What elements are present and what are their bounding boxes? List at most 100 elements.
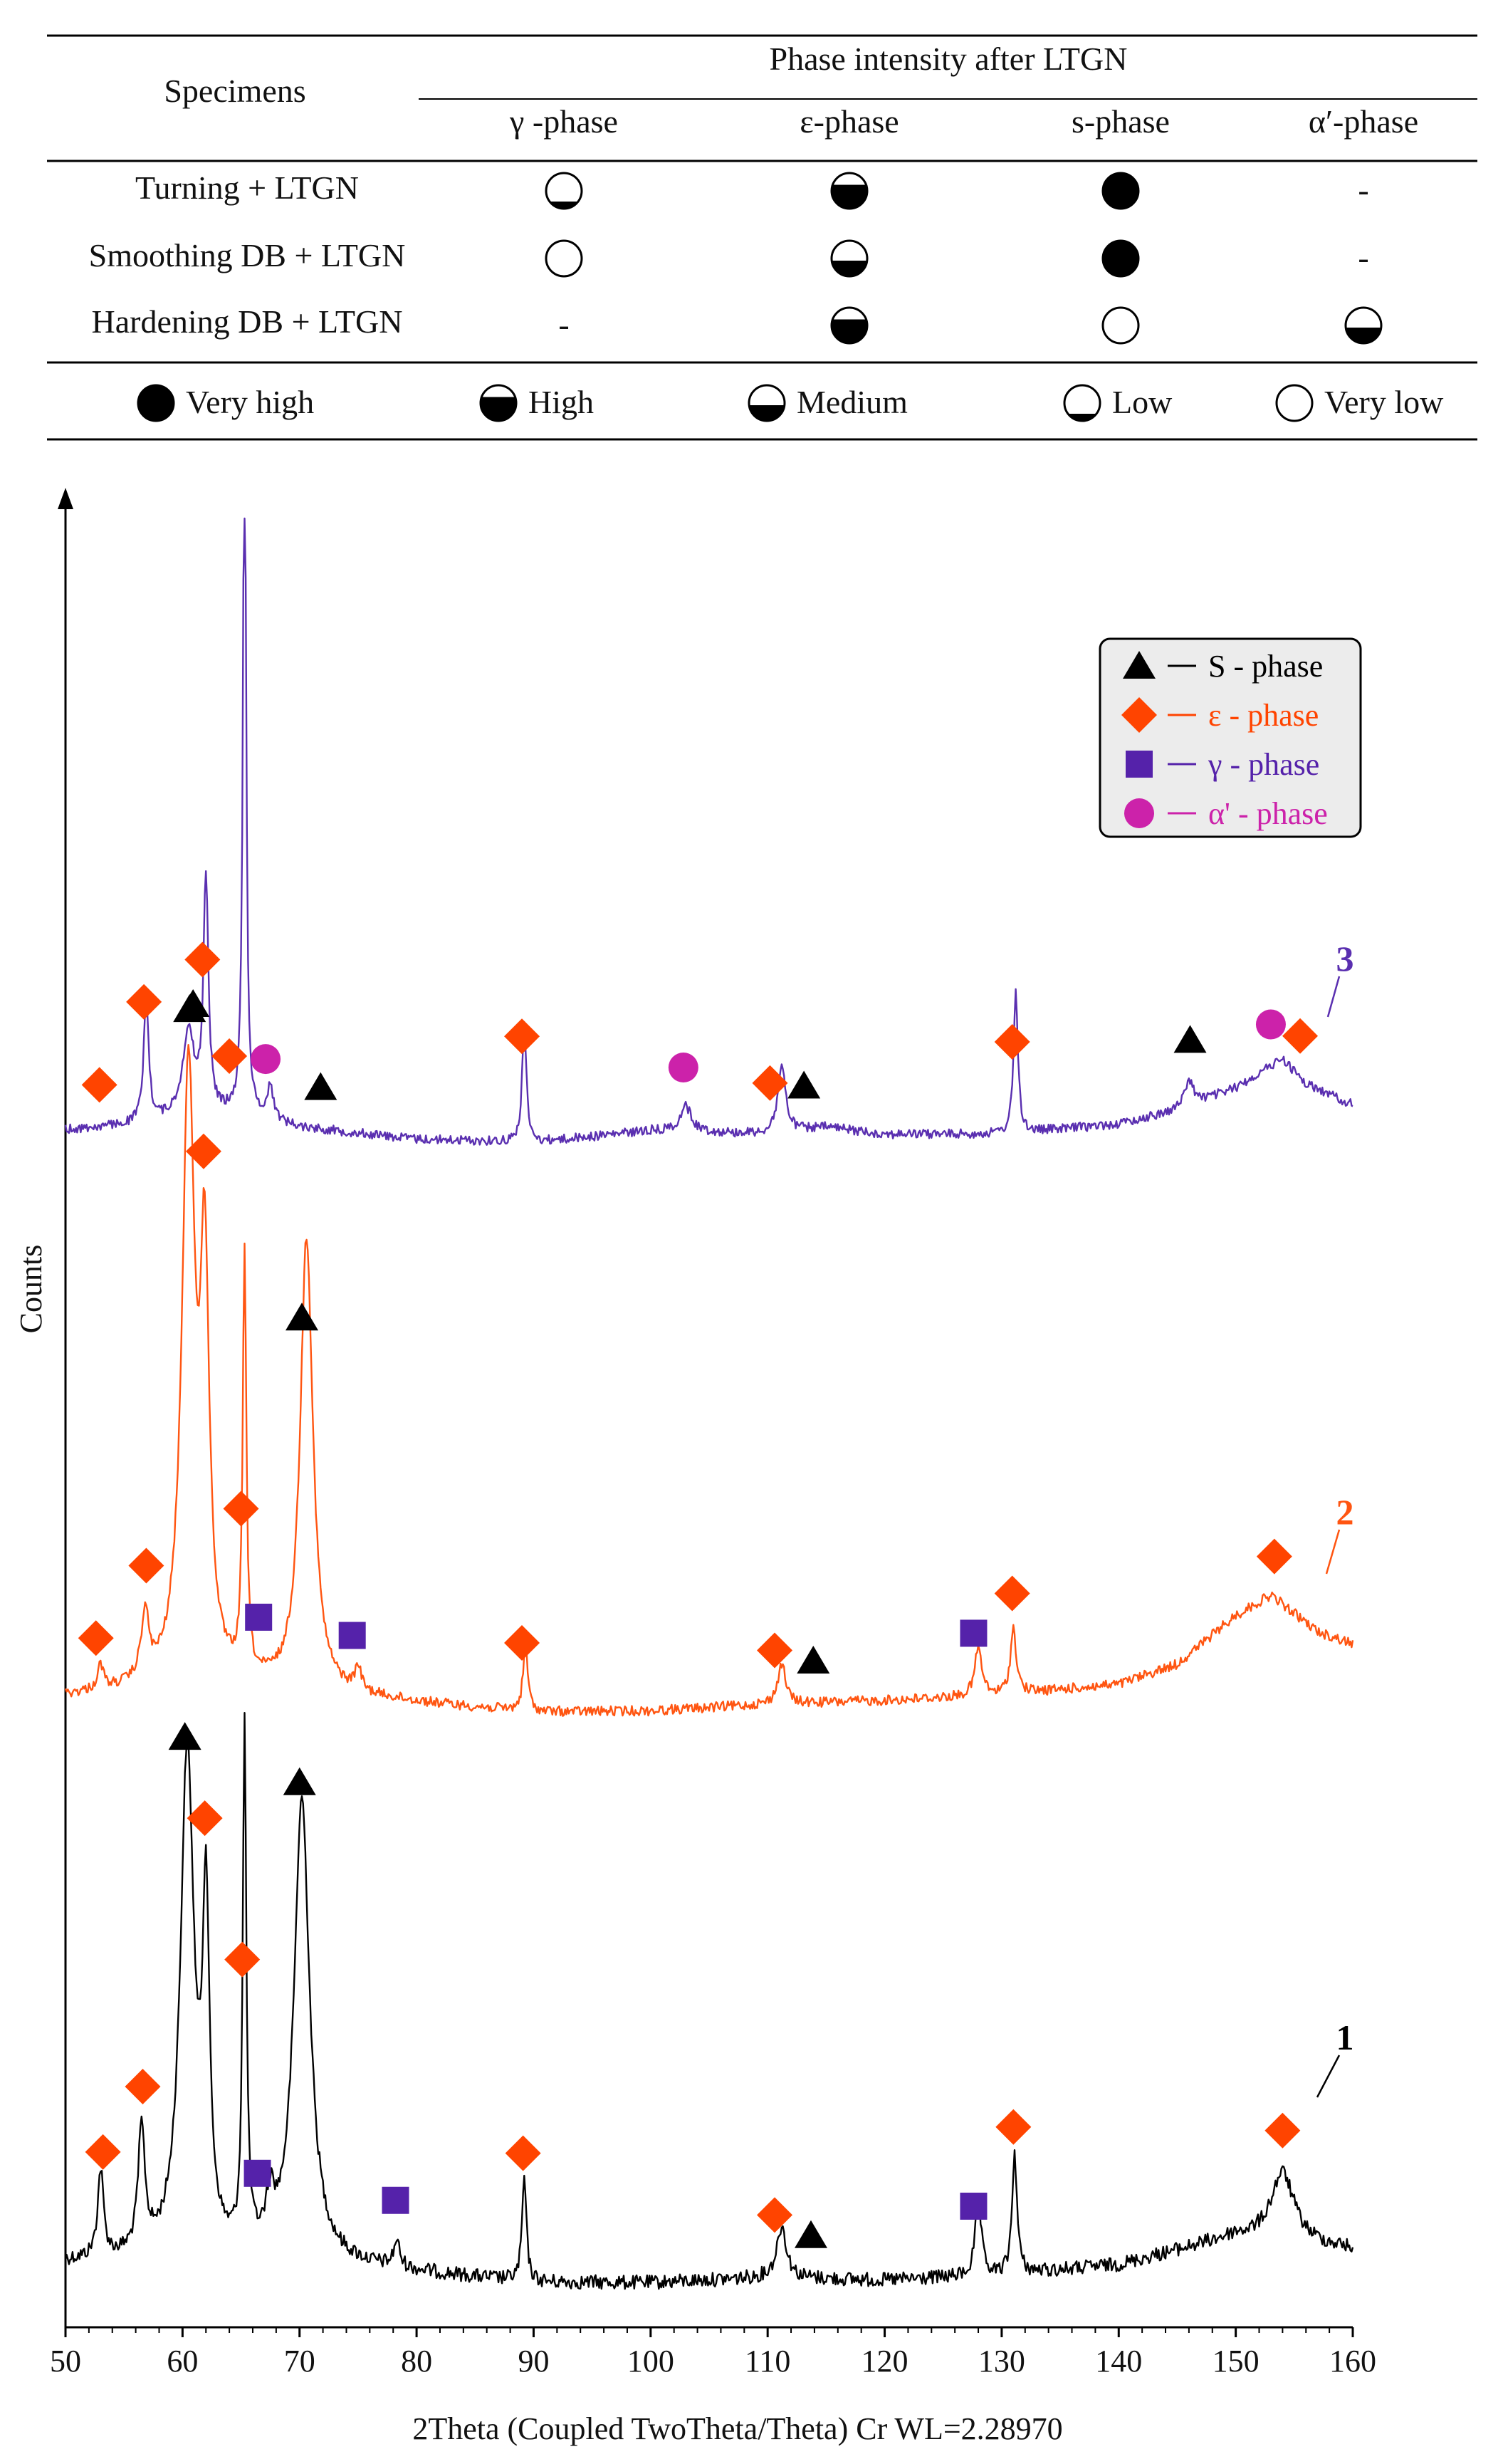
epsilon-phase-marker (752, 1065, 788, 1101)
series-group (64, 517, 1354, 2290)
table-column-alpha-prime: α′-phase (1309, 103, 1418, 140)
xrd-chart: 50 60 70 80 90 100 110 120 130 140 150 160 Counts 2… (14, 488, 1376, 2446)
epsilon-phase-marker (504, 1018, 540, 1055)
series-label-3: 3 (1336, 939, 1354, 978)
intensity-very-high-icon (1101, 239, 1140, 278)
x-tick-label: 60 (167, 2344, 198, 2379)
epsilon-phase-marker (1264, 2112, 1301, 2149)
table-cell-dash: - (1358, 239, 1368, 276)
x-tick-label: 50 (50, 2344, 81, 2379)
x-tick-label: 100 (627, 2344, 674, 2379)
epsilon-phase-marker (504, 1624, 540, 1661)
intensity-very-low-icon (1101, 306, 1140, 345)
gamma-phase-marker (960, 1619, 988, 1647)
legend-entry-label: α' - phase (1208, 796, 1328, 831)
phase-intensity-table: Specimens Phase intensity after LTGN γ -… (47, 34, 1477, 441)
key-very-low-icon (1275, 384, 1314, 422)
intensity-high-icon (830, 172, 869, 210)
x-tick-label: 110 (745, 2344, 790, 2379)
key-label-medium: Medium (797, 384, 908, 420)
epsilon-phase-marker (223, 1491, 259, 1527)
series-labels: 1 2 3 (1316, 939, 1354, 2098)
table-column-s: s-phase (1072, 103, 1170, 140)
epsilon-phase-marker (505, 2135, 541, 2171)
s-phase-marker (283, 1767, 316, 1795)
s-phase-marker (304, 1072, 337, 1100)
epsilon-phase-marker (125, 2069, 161, 2105)
legend: S - phase ε - phase γ - phase α' - phase (1099, 637, 1362, 838)
pattern-line-3 (64, 517, 1353, 1146)
gamma-phase-marker (245, 1603, 273, 1631)
intensity-low-icon (545, 172, 583, 210)
key-label-high: High (528, 384, 594, 420)
table-column-epsilon: ε-phase (800, 103, 899, 140)
intensity-high-icon (830, 306, 869, 345)
key-label-low: Low (1112, 384, 1173, 420)
legend-triangle-icon (1123, 651, 1156, 679)
s-phase-marker (177, 988, 210, 1017)
legend-box (1099, 637, 1362, 838)
epsilon-phase-marker (1282, 1018, 1319, 1054)
legend-entry-label: γ - phase (1208, 747, 1319, 782)
s-phase-marker (794, 2220, 827, 2248)
series-label-leader (1325, 1529, 1341, 1575)
legend-diamond-icon (1121, 697, 1157, 733)
epsilon-phase-marker (1256, 1538, 1292, 1575)
alpha-prime-phase-marker (251, 1044, 281, 1075)
s-phase-marker (168, 1722, 201, 1750)
x-axis-label: 2Theta (Coupled TwoTheta/Theta) Cr WL=2.… (412, 2411, 1062, 2446)
key-label-very-low: Very low (1324, 384, 1444, 420)
y-axis-arrowhead (58, 488, 73, 509)
intensity-medium-icon (1344, 306, 1383, 345)
intensity-key: Very high High Medium Low Very low (137, 384, 1444, 422)
y-axis-label: Counts (14, 1245, 48, 1334)
legend-circle-icon (1124, 798, 1154, 828)
epsilon-phase-marker (757, 1632, 793, 1669)
x-axis-ticks: 50 60 70 80 90 100 110 120 130 140 150 160 (50, 2327, 1376, 2379)
series-label-2: 2 (1336, 1492, 1354, 1532)
key-high-icon (479, 384, 518, 422)
gamma-phase-marker (338, 1622, 366, 1649)
x-tick-label: 70 (284, 2344, 315, 2379)
legend-entry-label: S - phase (1208, 649, 1323, 684)
gamma-phase-marker (382, 2186, 409, 2214)
table-column-gamma: γ -phase (509, 103, 618, 140)
table-row-label-smoothing: Smoothing DB + LTGN (89, 237, 406, 273)
table-header-specimens: Specimens (164, 73, 305, 109)
gamma-phase-marker (960, 2192, 988, 2220)
series-label-leader (1326, 976, 1341, 1018)
x-tick-label: 90 (518, 2344, 549, 2379)
x-tick-label: 160 (1329, 2344, 1376, 2379)
key-medium-icon (748, 384, 786, 422)
epsilon-phase-marker (78, 1620, 114, 1656)
x-tick-label: 150 (1213, 2344, 1260, 2379)
epsilon-phase-marker (81, 1067, 117, 1103)
alpha-prime-phase-marker (1255, 1009, 1286, 1040)
legend-entry-label: ε - phase (1208, 698, 1319, 733)
epsilon-phase-marker (185, 1133, 221, 1169)
epsilon-phase-marker (995, 2109, 1032, 2145)
epsilon-phase-marker (757, 2197, 793, 2233)
epsilon-phase-marker (994, 1575, 1030, 1612)
epsilon-phase-marker (224, 1941, 261, 1978)
key-very-high-icon (137, 384, 175, 422)
intensity-very-high-icon (1101, 172, 1140, 210)
pattern-line-2 (64, 1044, 1354, 1717)
key-low-icon (1063, 384, 1101, 422)
s-phase-marker (1173, 1025, 1207, 1053)
table-cell-dash: - (558, 306, 569, 343)
intensity-medium-icon (830, 239, 869, 278)
epsilon-phase-marker (211, 1038, 248, 1074)
x-tick-label: 140 (1095, 2344, 1142, 2379)
x-tick-label: 130 (978, 2344, 1025, 2379)
alpha-prime-phase-marker (668, 1053, 698, 1083)
series-label-leader (1316, 2055, 1341, 2098)
table-cell-dash: - (1358, 172, 1368, 208)
epsilon-phase-marker (184, 941, 221, 978)
series-label-1: 1 (1336, 2017, 1354, 2057)
intensity-very-low-icon (545, 239, 583, 278)
epsilon-phase-marker (187, 1800, 223, 1837)
s-phase-marker (797, 1645, 830, 1674)
table-row-label-hardening: Hardening DB + LTGN (92, 303, 403, 340)
